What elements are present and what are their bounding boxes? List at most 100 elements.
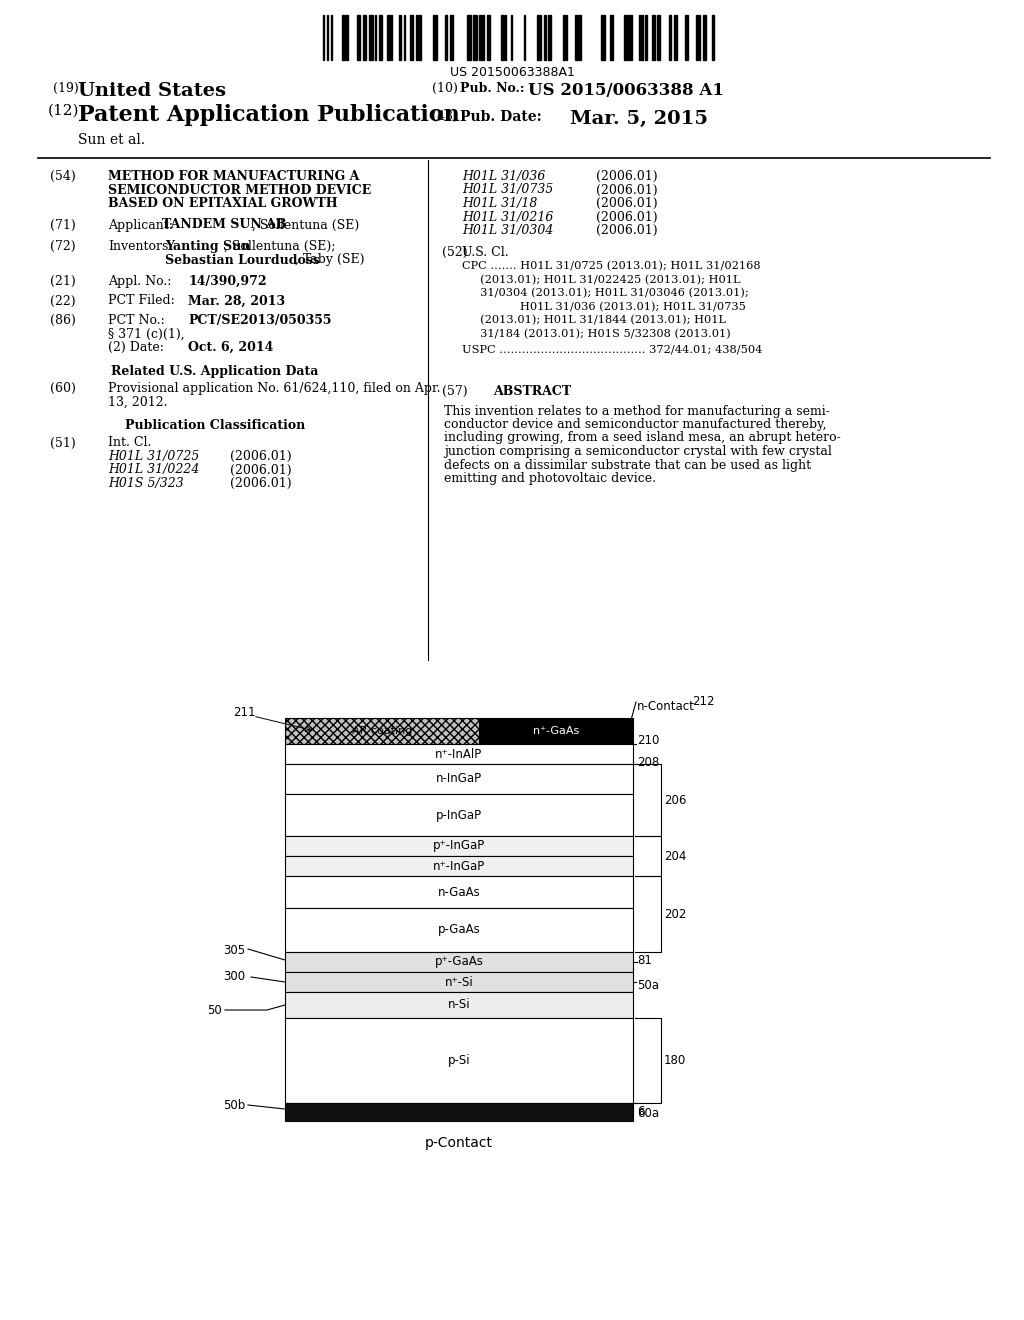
Text: PCT Filed:: PCT Filed: <box>108 294 175 308</box>
Text: including growing, from a seed island mesa, an abrupt hetero-: including growing, from a seed island me… <box>444 432 841 445</box>
Text: (10): (10) <box>432 82 458 95</box>
Text: 50a: 50a <box>637 979 659 993</box>
Text: Mar. 28, 2013: Mar. 28, 2013 <box>188 294 285 308</box>
Text: 206: 206 <box>664 793 686 807</box>
Text: ABSTRACT: ABSTRACT <box>493 385 571 399</box>
Text: p-InGaP: p-InGaP <box>436 808 482 821</box>
Text: US 20150063388A1: US 20150063388A1 <box>450 66 574 79</box>
Bar <box>628 15 632 59</box>
Text: (51): (51) <box>50 437 76 450</box>
Bar <box>652 15 655 59</box>
Text: H01L 31/0304: H01L 31/0304 <box>462 224 553 238</box>
Text: n⁺-InGaP: n⁺-InGaP <box>433 859 485 873</box>
Bar <box>357 15 360 59</box>
Text: 212: 212 <box>692 696 715 708</box>
Text: (2006.01): (2006.01) <box>596 170 657 183</box>
Text: (72): (72) <box>50 240 76 253</box>
Text: emitting and photovoltaic device.: emitting and photovoltaic device. <box>444 473 656 484</box>
Text: (2006.01): (2006.01) <box>230 477 292 490</box>
Text: n⁺-GaAs: n⁺-GaAs <box>532 726 580 737</box>
Text: Patent Application Publication: Patent Application Publication <box>78 104 460 125</box>
Bar <box>285 952 633 972</box>
Text: p⁺-InGaP: p⁺-InGaP <box>433 840 485 853</box>
Text: (52): (52) <box>442 246 468 259</box>
Text: Pub. No.:: Pub. No.: <box>460 82 524 95</box>
Text: Pub. Date:: Pub. Date: <box>460 110 542 124</box>
Text: (12): (12) <box>48 104 80 117</box>
Text: (2013.01); H01L 31/022425 (2013.01); H01L: (2013.01); H01L 31/022425 (2013.01); H01… <box>462 275 740 285</box>
Bar <box>479 15 482 59</box>
Text: n-GaAs: n-GaAs <box>437 886 480 899</box>
Bar <box>548 15 551 59</box>
Text: H01L 31/0725: H01L 31/0725 <box>108 450 200 463</box>
Text: n-Si: n-Si <box>447 998 470 1011</box>
Bar <box>362 15 366 59</box>
Bar <box>387 15 390 59</box>
Text: n-Contact: n-Contact <box>637 700 695 713</box>
Text: § 371 (c)(1),: § 371 (c)(1), <box>108 327 184 341</box>
Text: BASED ON EPITAXIAL GROWTH: BASED ON EPITAXIAL GROWTH <box>108 197 338 210</box>
Text: 81: 81 <box>637 954 652 968</box>
Text: n⁺-Si: n⁺-Si <box>444 975 473 989</box>
Text: 14/390,972: 14/390,972 <box>188 275 266 288</box>
Bar <box>285 795 633 836</box>
Text: PCT/SE2013/050355: PCT/SE2013/050355 <box>188 314 332 327</box>
Bar <box>579 15 581 59</box>
Text: Yanting Sun: Yanting Sun <box>165 240 251 253</box>
Bar <box>703 15 706 59</box>
Bar <box>641 15 643 59</box>
Text: (71): (71) <box>50 219 76 231</box>
Bar <box>285 908 633 952</box>
Text: U.S. Cl.: U.S. Cl. <box>462 246 509 259</box>
Bar <box>285 993 633 1018</box>
Text: Related U.S. Application Data: Related U.S. Application Data <box>112 364 318 378</box>
Text: junction comprising a semiconductor crystal with few crystal: junction comprising a semiconductor crys… <box>444 445 831 458</box>
Bar <box>544 15 546 59</box>
Bar <box>696 15 698 59</box>
Text: Sun et al.: Sun et al. <box>78 133 145 147</box>
Text: Appl. No.:: Appl. No.: <box>108 275 171 288</box>
Bar <box>285 744 633 764</box>
Text: 31/184 (2013.01); H01S 5/32308 (2013.01): 31/184 (2013.01); H01S 5/32308 (2013.01) <box>462 329 731 339</box>
Bar <box>624 15 627 59</box>
Text: p-Contact: p-Contact <box>425 1137 493 1150</box>
Text: conductor device and semiconductor manufactured thereby,: conductor device and semiconductor manuf… <box>444 418 826 432</box>
Bar <box>285 1104 633 1121</box>
Text: TANDEM SUN AB: TANDEM SUN AB <box>162 219 287 231</box>
Text: n⁺-InAlP: n⁺-InAlP <box>435 747 482 760</box>
Bar <box>285 876 633 908</box>
Text: H01S 5/323: H01S 5/323 <box>108 477 183 490</box>
Text: US 2015/0063388 A1: US 2015/0063388 A1 <box>528 82 724 99</box>
Text: H01L 31/0735: H01L 31/0735 <box>462 183 553 197</box>
Text: 300: 300 <box>223 970 245 983</box>
Text: This invention relates to a method for manufacturing a semi-: This invention relates to a method for m… <box>444 404 829 417</box>
Bar <box>410 15 413 59</box>
Text: 13, 2012.: 13, 2012. <box>108 396 168 408</box>
Text: H01L 31/18: H01L 31/18 <box>462 197 538 210</box>
Bar <box>369 15 373 59</box>
Text: H01L 31/036: H01L 31/036 <box>462 170 546 183</box>
Bar <box>575 15 578 59</box>
Text: Inventors:: Inventors: <box>108 240 172 253</box>
Text: United States: United States <box>78 82 226 100</box>
Text: Applicant:: Applicant: <box>108 219 177 231</box>
Text: p-Si: p-Si <box>447 1053 470 1067</box>
Text: 208: 208 <box>637 756 659 770</box>
Bar <box>285 836 633 855</box>
Text: Sebastian Lourdudoss: Sebastian Lourdudoss <box>165 253 319 267</box>
Bar <box>610 15 613 59</box>
Text: Provisional application No. 61/624,110, filed on Apr.: Provisional application No. 61/624,110, … <box>108 381 440 395</box>
Bar <box>479 718 633 744</box>
Text: PCT No.:: PCT No.: <box>108 314 165 327</box>
Text: USPC ....................................... 372/44.01; 438/504: USPC ...................................… <box>462 345 763 355</box>
Text: defects on a dissimilar substrate that can be used as light: defects on a dissimilar substrate that c… <box>444 458 811 471</box>
Text: , Sollentuna (SE): , Sollentuna (SE) <box>252 219 359 231</box>
Text: 31/0304 (2013.01); H01L 31/03046 (2013.01);: 31/0304 (2013.01); H01L 31/03046 (2013.0… <box>462 288 749 298</box>
Bar <box>563 15 565 59</box>
Text: 204: 204 <box>664 850 686 862</box>
Text: (57): (57) <box>442 385 468 399</box>
Text: CPC ....... H01L 31/0725 (2013.01); H01L 31/02168: CPC ....... H01L 31/0725 (2013.01); H01L… <box>462 261 761 272</box>
Text: (2) Date:: (2) Date: <box>108 341 164 354</box>
Bar <box>450 15 453 59</box>
Bar <box>657 15 660 59</box>
